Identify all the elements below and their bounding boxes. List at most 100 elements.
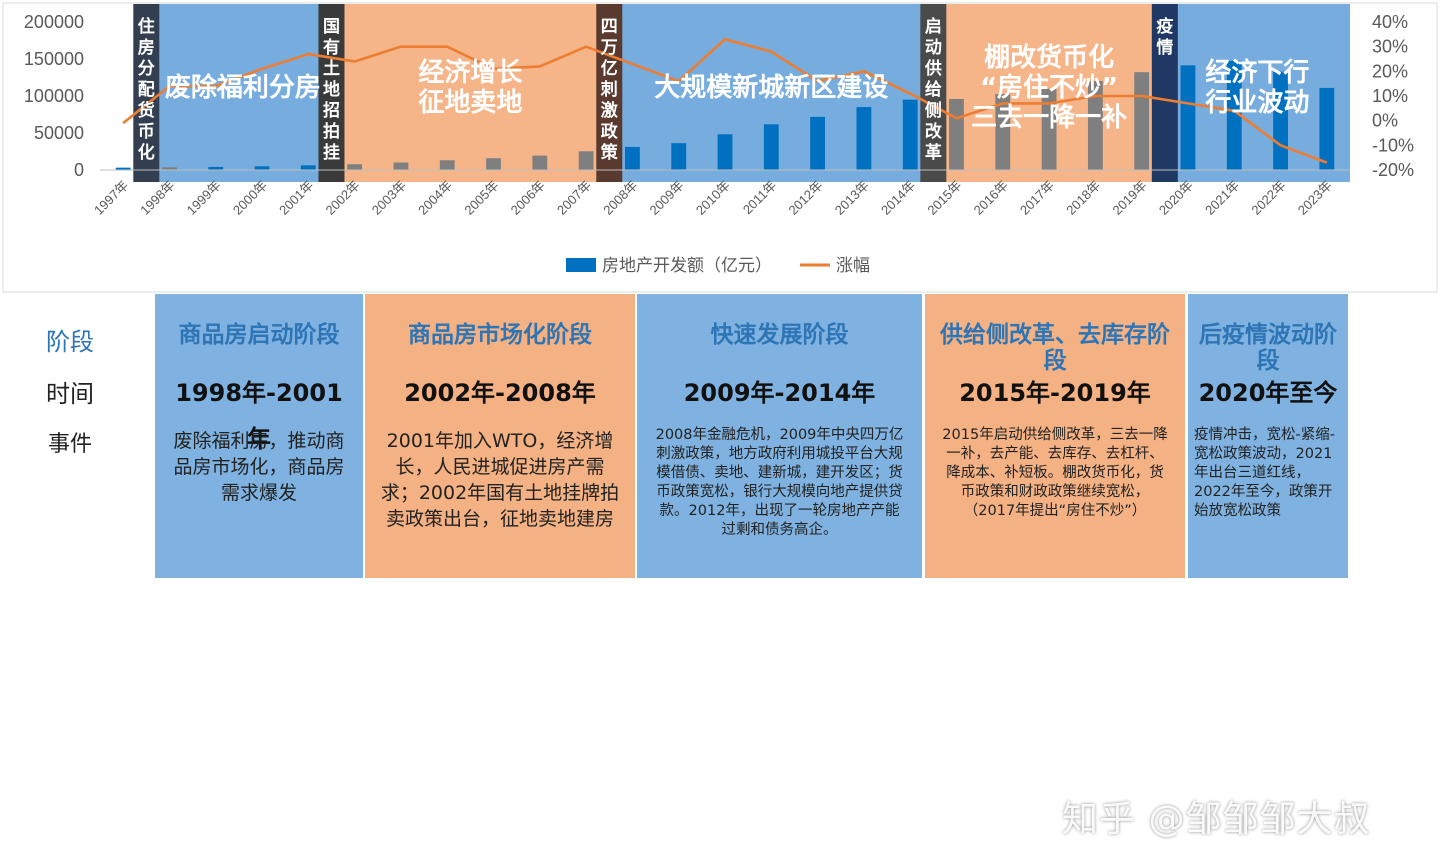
policy-marker-char: 动 [925,38,942,58]
bar [856,107,872,170]
bar [439,160,455,170]
bar [995,94,1011,170]
period-band-label: 行业波动 [1204,87,1309,118]
policy-marker-char: 土 [323,58,340,79]
stage-name: 快速发展阶段 [710,322,849,348]
bar [578,151,594,170]
bar [1180,65,1196,170]
policy-marker-char: 货 [138,100,155,121]
stage-table: 阶段 时间 事件 商品房启动阶段 1998年-2001年 废除福利房，推动商品房… [0,294,1440,840]
period-band-label: 废除福利分房 [165,72,321,103]
policy-marker-char: 亿 [601,58,618,79]
policy-marker-char: 策 [601,142,619,163]
bar [162,167,177,170]
policy-marker [1151,4,1178,182]
legend-swatch-bars [566,258,596,272]
stage-column-2: 商品房市场化阶段 2002年-2008年 2001年加入WTO，经济增长，人民进… [365,294,635,578]
line-series [122,37,1328,164]
policy-marker [133,4,160,182]
chart: 0 50000 100000 150000 200000 -20% -10% 0% 10% 20%… [2,2,1438,293]
stage-events: 疫情冲击，宽松-紧缩-宽松政策波动，2021年出台三道红线，2022年至今，政策… [1194,427,1335,519]
bar [671,143,687,170]
policy-marker-char: 挂 [323,142,340,163]
y-left-tick-label: 150000 [24,49,84,69]
bar [902,99,918,170]
stage-events: 2001年加入WTO，经济增长，人民进城促进房产需求；2002年国有土地挂牌拍卖… [380,430,620,530]
y-right-tick-label: 20% [1372,61,1408,81]
stage-time: 2015年-2019年 [959,379,1151,407]
row-label-time: 时间 [46,380,94,408]
policy-marker [318,4,345,182]
stage-time: 2020年至今 [1198,379,1338,407]
policy-marker-char: 拍 [323,121,340,142]
bar [1226,60,1242,170]
y-right-tick-label: -10% [1372,135,1414,155]
y-right-tick-label: -20% [1372,160,1414,180]
row-label-stage: 阶段 [46,328,94,356]
stage-events: 2015年启动供给侧改革，三去一降一补，去产能、去库存、去杠杆、降成本、补短板。… [942,427,1168,519]
bar [1319,87,1335,170]
policy-marker-char: 国 [323,17,340,37]
y-left-tick-label: 100000 [24,86,84,106]
period-band-label: 经济下行 [1205,57,1309,88]
policy-marker-char: 四 [601,17,618,37]
bar [208,166,224,170]
policy-marker-char: 给 [925,79,942,100]
stage-time: 1998年-2001年 [175,379,343,453]
period-band [331,4,610,182]
bar [347,164,363,170]
policy-marker-char: 房 [138,37,155,58]
stage-name: 后疫情波动阶段 [1199,322,1337,374]
stage-name: 供给侧改革、去库存阶段 [940,322,1170,374]
bar [254,166,270,170]
stage-name: 商品房市场化阶段 [408,322,592,348]
period-band-label: 征地卖地 [418,88,522,118]
policy-marker-char: 革 [925,142,942,163]
bar [115,167,131,170]
period-band-label: 大规模新城新区建设 [654,72,888,103]
stage-events: 废除福利房，推动商品房市场化，商品房需求爆发 [173,430,345,504]
y-right-tick-label: 10% [1372,86,1408,106]
stage-column-3: 快速发展阶段 2009年-2014年 2008年金融危机，2009年中央四万亿刺… [637,294,922,578]
bar [532,155,548,170]
y-right-tick-label: 40% [1372,12,1408,32]
policy-marker [920,4,947,182]
bar [949,98,964,170]
stage-column-1: 商品房启动阶段 1998年-2001年 废除福利房，推动商品房市场化，商品房需求… [155,294,363,578]
legend-label-line: 涨幅 [836,256,870,276]
y-left-tick-label: 0 [74,160,84,180]
policy-marker-char: 疫 [1156,16,1173,37]
policy-marker-char: 住 [138,16,155,37]
stage-column-5: 后疫情波动阶段 2020年至今 疫情冲击，宽松-紧缩-宽松政策波动，2021年出… [1188,294,1348,578]
policy-marker-char: 化 [138,142,155,163]
period-band-label: 经济增长 [418,57,523,88]
policy-marker-char: 配 [138,80,155,100]
stage-events: 2008年金融危机，2009年中央四万亿刺激政策，地方政府利用城投平台大规模借债… [655,427,904,538]
policy-marker-char: 有 [323,37,340,58]
stage-time: 2002年-2008年 [404,379,596,407]
period-band [146,4,332,182]
period-band-label: 棚改货币化 [984,42,1114,73]
policy-marker-char: 地 [323,79,340,100]
y-right-tick-label: 0% [1372,111,1398,131]
policy-marker-char: 政 [601,121,619,142]
policy-marker-char: 激 [601,100,618,121]
bar [1041,88,1057,170]
row-label-events: 事件 [47,432,92,457]
policy-marker-char: 招 [323,100,340,121]
policy-marker [596,4,623,182]
bar [393,162,409,170]
y-left-tick-label: 200000 [24,12,84,32]
policy-marker-char: 启 [925,16,942,37]
y-left-tick-label: 50000 [34,123,84,143]
bar [300,165,316,170]
policy-marker-char: 刺 [601,79,618,100]
bar [810,116,825,170]
bar [717,134,733,170]
bar [763,124,779,170]
period-band-label: 三去一降一补 [971,103,1127,133]
y-right-tick-label: 30% [1372,37,1408,57]
legend-label-bars: 房地产开发额（亿元） [602,256,772,276]
policy-marker-char: 万 [600,38,618,58]
period-band [1164,4,1350,182]
